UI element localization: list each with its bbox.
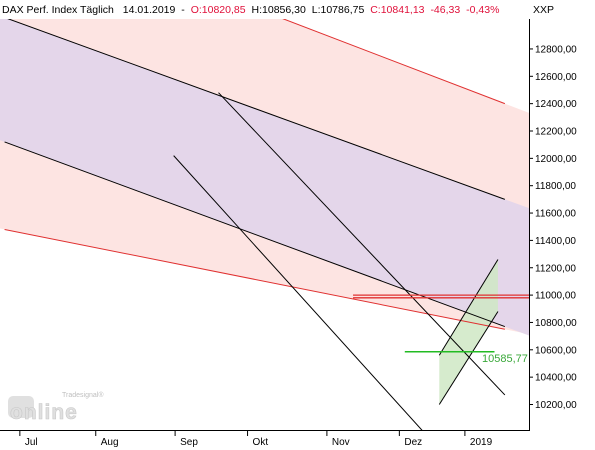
purple-channel-lower — [4, 141, 506, 328]
x-axis: Jul Aug Sep Okt Nov Dez 2019 — [19, 430, 493, 448]
x-tick-label: 2019 — [470, 437, 493, 448]
y-axis: 10200,00 10400,00 10600,00 10800,00 11000,00… — [529, 44, 577, 411]
green-channel-lower — [438, 311, 499, 405]
support-label: 10585,77 — [482, 353, 528, 365]
currency-label: XXP — [533, 4, 554, 16]
trend-lines — [4, 19, 506, 430]
purple-channel-upper — [7, 19, 506, 200]
x-tick-label: Aug — [101, 437, 119, 448]
header-close: C:10841,13 — [370, 4, 424, 16]
watermark-logo: Tradesignal® online — [8, 391, 104, 424]
header-change-pct: -0,43% — [466, 4, 499, 16]
header-change: -46,33 — [430, 4, 460, 16]
pink-channel-upper — [282, 19, 506, 105]
channel-bands — [0, 19, 529, 405]
y-tick-label: 12000,00 — [535, 154, 577, 165]
green-channel-upper — [438, 259, 499, 356]
y-tick-label: 10800,00 — [535, 318, 577, 329]
chart-header: DAX Perf. Index Täglich 14.01.2019 - O:1… — [2, 4, 499, 16]
instrument-name: DAX Perf. Index Täglich — [2, 4, 114, 16]
watermark-brand: online — [10, 401, 78, 424]
header-low: L:10786,75 — [312, 4, 365, 16]
header-open: O:10820,85 — [191, 4, 246, 16]
short-trend-lower — [173, 155, 423, 430]
y-tick-label: 11800,00 — [535, 181, 576, 192]
purple-channel-band — [0, 19, 529, 336]
green-channel-band — [439, 259, 498, 405]
y-tick-label: 12400,00 — [535, 99, 577, 110]
header-date: 14.01.2019 — [123, 4, 176, 16]
x-tick-label: Jul — [25, 437, 38, 448]
y-tick-label: 12200,00 — [535, 127, 577, 138]
y-tick-label: 12600,00 — [535, 72, 577, 83]
y-tick-label: 10400,00 — [535, 373, 577, 384]
y-tick-label: 12800,00 — [535, 44, 577, 55]
watermark-brand-small: Tradesignal® — [62, 391, 104, 399]
y-tick-label: 11200,00 — [535, 263, 576, 274]
y-tick-label: 11400,00 — [535, 236, 576, 247]
x-tick-label: Dez — [404, 437, 422, 448]
header-high: H:10856,30 — [252, 4, 306, 16]
y-tick-label: 10200,00 — [535, 400, 577, 411]
header: DAX Perf. Index Täglich 14.01.2019 - O:1… — [2, 4, 554, 16]
pink-channel-lower — [4, 228, 505, 330]
short-trend-upper — [218, 92, 506, 396]
y-tick-label: 11000,00 — [535, 291, 576, 302]
y-tick-label: 10600,00 — [535, 345, 577, 356]
horizontal-levels — [353, 294, 529, 353]
x-tick-label: Nov — [332, 437, 350, 448]
y-tick-label: 11600,00 — [535, 209, 576, 220]
x-tick-label: Okt — [253, 437, 269, 448]
x-tick-label: Sep — [180, 437, 198, 448]
